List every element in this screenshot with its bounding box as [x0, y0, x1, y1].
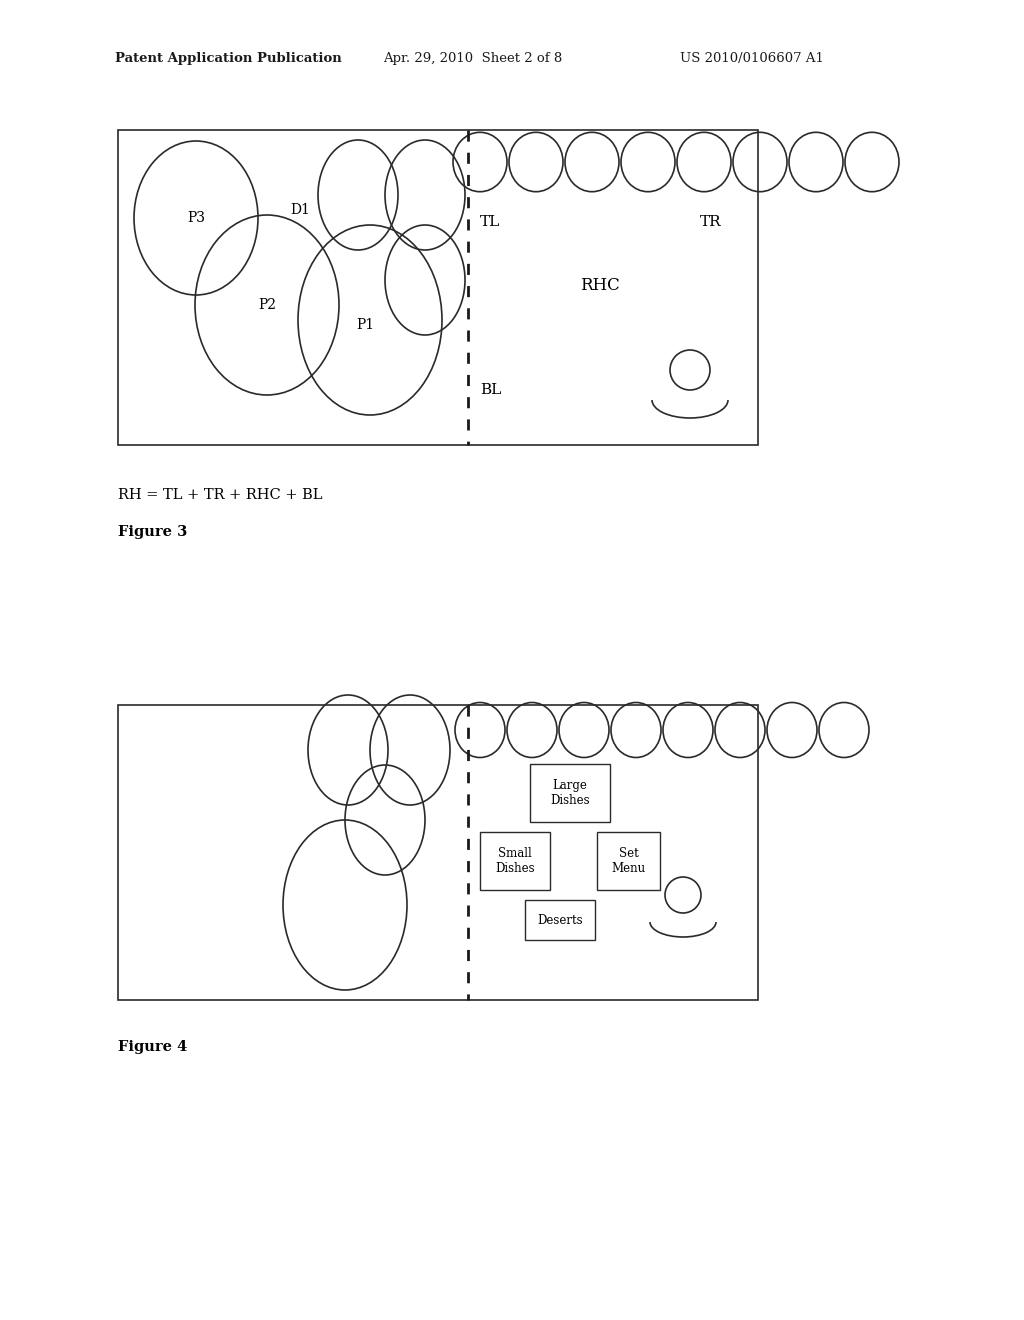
- Text: TR: TR: [700, 215, 722, 228]
- Text: P1: P1: [356, 318, 374, 333]
- Text: Figure 4: Figure 4: [118, 1040, 187, 1053]
- Text: BL: BL: [480, 383, 502, 397]
- Text: Set
Menu: Set Menu: [611, 847, 645, 875]
- Text: P3: P3: [187, 211, 205, 224]
- FancyBboxPatch shape: [597, 832, 660, 890]
- FancyBboxPatch shape: [480, 832, 550, 890]
- Text: Large
Dishes: Large Dishes: [550, 779, 590, 807]
- Text: P2: P2: [258, 298, 276, 312]
- Text: Apr. 29, 2010  Sheet 2 of 8: Apr. 29, 2010 Sheet 2 of 8: [383, 51, 562, 65]
- Text: Patent Application Publication: Patent Application Publication: [115, 51, 342, 65]
- FancyBboxPatch shape: [530, 764, 610, 822]
- Text: RHC: RHC: [581, 276, 620, 293]
- FancyBboxPatch shape: [525, 900, 595, 940]
- Text: US 2010/0106607 A1: US 2010/0106607 A1: [680, 51, 824, 65]
- Text: Deserts: Deserts: [538, 913, 583, 927]
- Text: RH = TL + TR + RHC + BL: RH = TL + TR + RHC + BL: [118, 488, 323, 502]
- Text: D1: D1: [290, 203, 310, 216]
- Text: Small
Dishes: Small Dishes: [496, 847, 535, 875]
- Text: Figure 3: Figure 3: [118, 525, 187, 539]
- Text: TL: TL: [480, 215, 501, 228]
- FancyBboxPatch shape: [118, 129, 758, 445]
- FancyBboxPatch shape: [118, 705, 758, 1001]
